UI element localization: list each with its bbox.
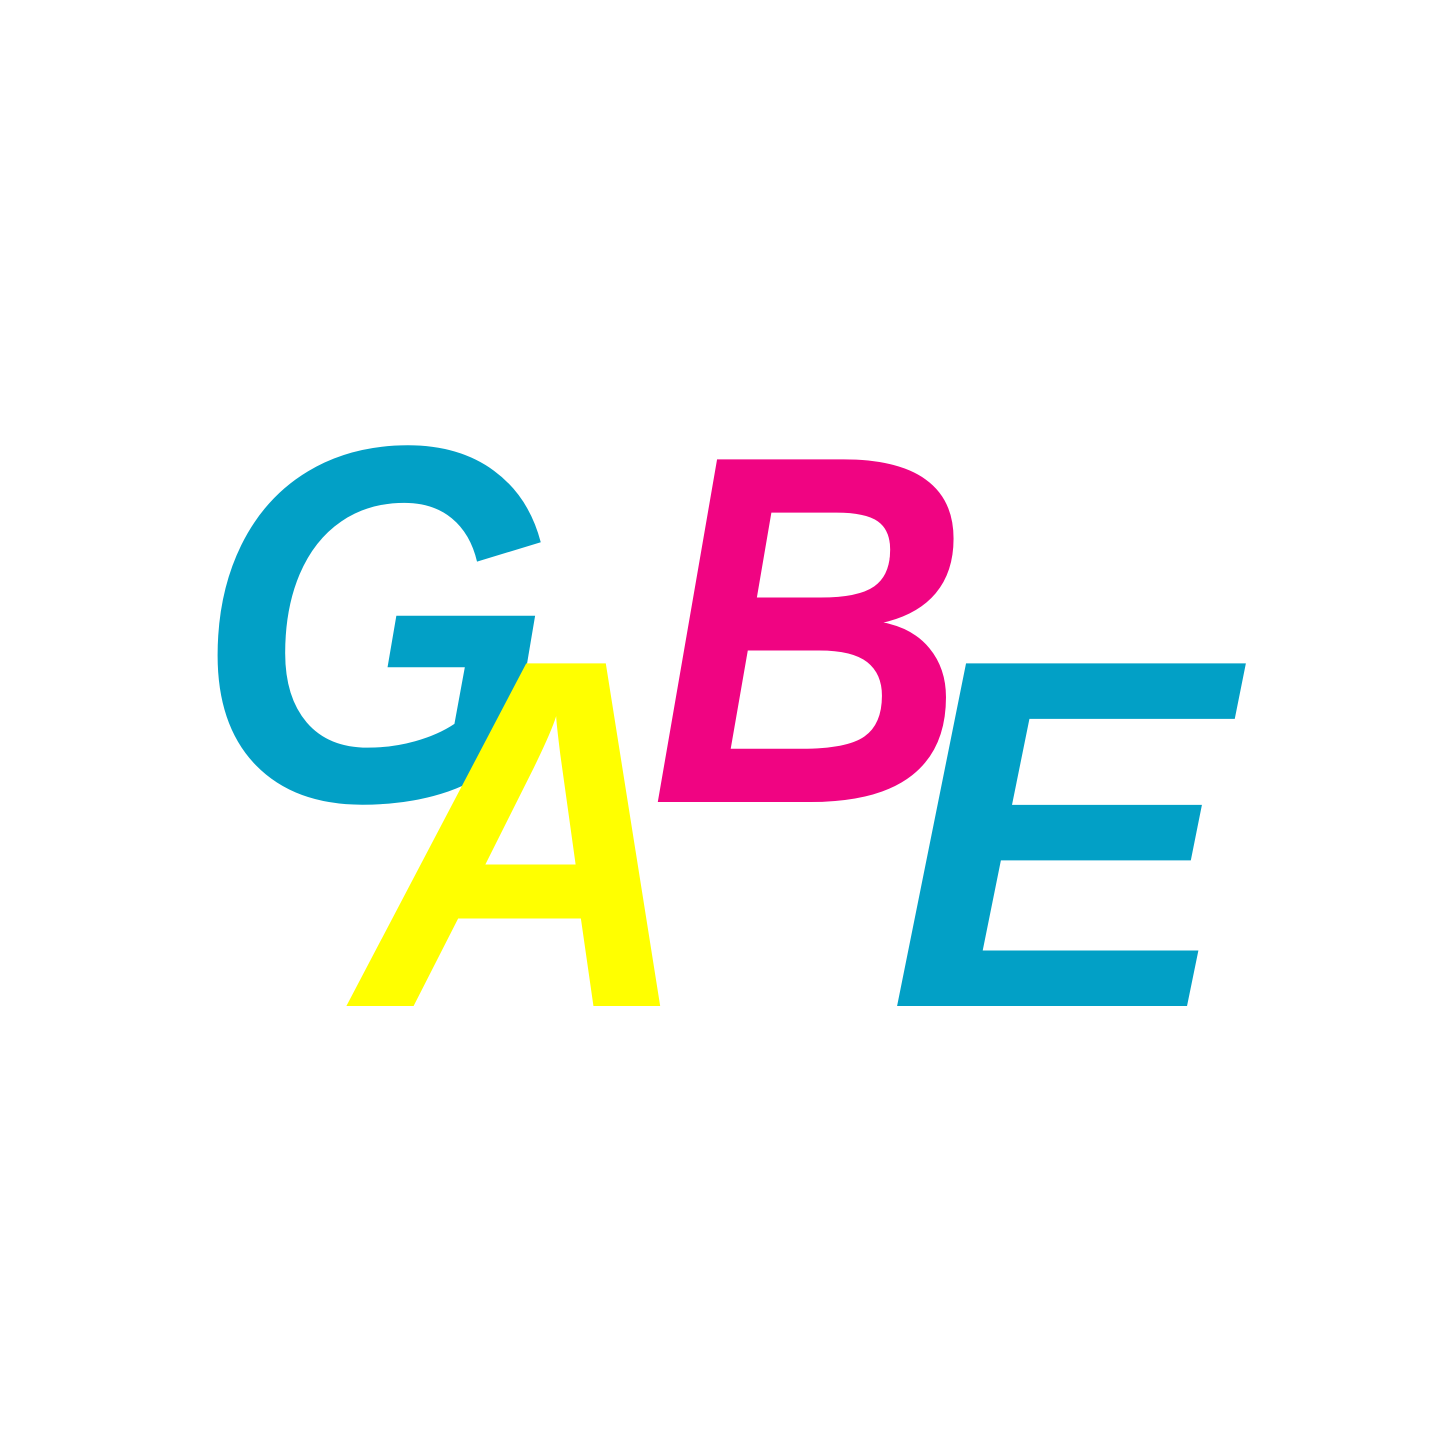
logo-letter-a: A (341, 555, 694, 1112)
logo-letter-b: B (650, 351, 970, 908)
logo-letter-g: G (195, 340, 555, 908)
logo-letter-e: E (888, 555, 1252, 1112)
